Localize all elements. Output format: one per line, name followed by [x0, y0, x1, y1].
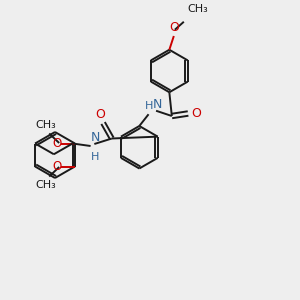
Text: O: O — [191, 107, 201, 120]
Text: O: O — [52, 137, 61, 150]
Text: CH₃: CH₃ — [35, 180, 56, 190]
Text: O: O — [96, 108, 106, 121]
Text: N: N — [153, 98, 162, 111]
Text: O: O — [169, 21, 179, 34]
Text: O: O — [52, 160, 61, 173]
Text: CH₃: CH₃ — [35, 120, 56, 130]
Text: N: N — [91, 131, 101, 144]
Text: H: H — [91, 152, 100, 162]
Text: CH₃: CH₃ — [187, 4, 208, 14]
Text: H: H — [144, 101, 153, 111]
